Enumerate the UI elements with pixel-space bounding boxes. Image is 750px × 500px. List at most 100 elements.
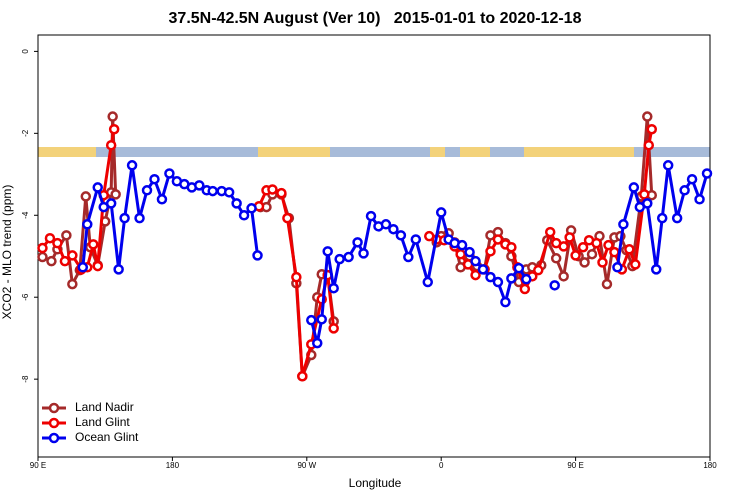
data-point <box>67 250 78 261</box>
data-point <box>597 257 608 268</box>
data-point <box>92 260 103 272</box>
data-point <box>223 187 235 198</box>
data-point <box>77 262 89 273</box>
data-point <box>470 255 481 267</box>
data-point <box>477 264 489 275</box>
data-point <box>500 296 511 308</box>
data-point <box>422 276 434 288</box>
data-point <box>628 182 640 193</box>
data-point <box>156 194 168 205</box>
data-point <box>591 237 602 249</box>
y-tick-label: 0 <box>21 49 30 54</box>
data-point <box>291 271 302 283</box>
data-point <box>297 371 308 382</box>
data-point <box>564 232 575 243</box>
data-point <box>46 255 57 267</box>
data-point <box>485 246 496 257</box>
data-point <box>105 198 117 209</box>
data-point <box>506 273 517 284</box>
data-point <box>544 226 556 238</box>
data-point <box>650 264 662 275</box>
data-point <box>521 273 532 285</box>
data-point <box>149 173 160 185</box>
data-point <box>334 253 345 265</box>
data-point <box>639 189 650 200</box>
legend-label: Land Nadir <box>75 400 134 414</box>
data-point <box>506 241 517 253</box>
data-point <box>276 187 287 199</box>
data-point <box>679 185 690 196</box>
data-point <box>410 234 422 245</box>
data-point <box>365 210 377 222</box>
data-point <box>579 257 590 268</box>
data-point <box>231 198 242 209</box>
data-point <box>194 180 205 191</box>
x-tick-label: 90 E <box>567 461 583 470</box>
data-point <box>67 278 78 290</box>
data-point <box>485 271 496 283</box>
legend-label: Land Glint <box>75 415 130 429</box>
data-point <box>656 212 668 224</box>
data-point <box>107 111 118 122</box>
y-axis-label: XCO2 - MLO trend (ppm) <box>0 185 14 320</box>
x-tick-label: 180 <box>166 461 180 470</box>
data-point <box>88 239 99 250</box>
data-point <box>352 237 363 248</box>
data-point <box>61 230 72 241</box>
data-point <box>246 203 257 214</box>
data-point <box>207 185 218 197</box>
data-point <box>52 237 63 249</box>
data-point <box>108 123 120 135</box>
data-point <box>44 232 56 244</box>
data-point <box>492 234 504 245</box>
data-point <box>119 212 130 224</box>
data-point <box>456 239 468 251</box>
x-tick-label: 180 <box>703 461 717 470</box>
data-point <box>388 223 399 235</box>
data-point <box>380 219 392 230</box>
data-point <box>37 251 48 263</box>
data-point <box>37 242 48 254</box>
legend-label: Ocean Glint <box>75 430 139 444</box>
legend-marker <box>48 432 60 444</box>
data-point <box>686 173 698 185</box>
data-point <box>513 262 525 274</box>
data-point <box>586 248 598 260</box>
data-point <box>328 323 339 334</box>
y-tick-label: -8 <box>21 375 30 383</box>
data-point <box>403 251 414 263</box>
legend-marker <box>48 402 60 414</box>
data-point <box>126 160 138 171</box>
data-point <box>624 244 635 255</box>
data-point <box>464 246 475 258</box>
data-point <box>282 212 293 224</box>
data-point <box>316 314 327 325</box>
data-point <box>59 255 71 267</box>
data-point <box>110 189 121 200</box>
data-point <box>533 264 544 276</box>
data-point <box>141 185 153 196</box>
y-tick-label: -6 <box>21 293 30 301</box>
data-point <box>470 269 481 281</box>
data-point <box>82 219 93 230</box>
data-point <box>601 278 613 290</box>
x-tick-label: 90 W <box>297 461 316 470</box>
data-point <box>328 282 339 294</box>
land-mask-strip <box>38 147 710 157</box>
data-point <box>549 280 560 291</box>
data-point <box>642 111 653 122</box>
data-point <box>612 262 623 273</box>
data-point <box>164 168 175 179</box>
data-point <box>267 184 278 195</box>
data-point <box>113 264 124 275</box>
data-point <box>358 248 369 259</box>
data-point <box>570 250 581 261</box>
data-point <box>609 246 620 258</box>
data-point <box>322 246 333 257</box>
data-point <box>395 230 407 241</box>
data-point <box>694 194 705 205</box>
data-point <box>80 191 92 202</box>
x-axis-label: Longitude <box>349 476 402 490</box>
data-point <box>455 248 466 260</box>
